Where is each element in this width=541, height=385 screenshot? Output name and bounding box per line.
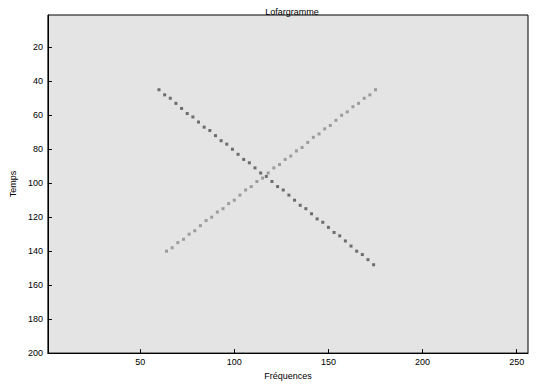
svg-text:Temps: Temps <box>8 170 18 197</box>
svg-text:Lofargramme: Lofargramme <box>265 7 319 17</box>
svg-text:120: 120 <box>28 212 43 222</box>
svg-text:80: 80 <box>33 144 43 154</box>
svg-text:100: 100 <box>28 178 43 188</box>
svg-text:140: 140 <box>28 246 43 256</box>
svg-text:200: 200 <box>415 357 430 367</box>
svg-text:180: 180 <box>28 314 43 324</box>
svg-text:150: 150 <box>321 357 336 367</box>
svg-text:250: 250 <box>509 357 524 367</box>
svg-text:40: 40 <box>33 76 43 86</box>
svg-text:50: 50 <box>135 357 145 367</box>
svg-text:60: 60 <box>33 110 43 120</box>
svg-text:20: 20 <box>33 42 43 52</box>
svg-text:100: 100 <box>227 357 242 367</box>
svg-text:Fréquences: Fréquences <box>264 371 312 381</box>
svg-text:200: 200 <box>28 348 43 358</box>
svg-text:160: 160 <box>28 280 43 290</box>
